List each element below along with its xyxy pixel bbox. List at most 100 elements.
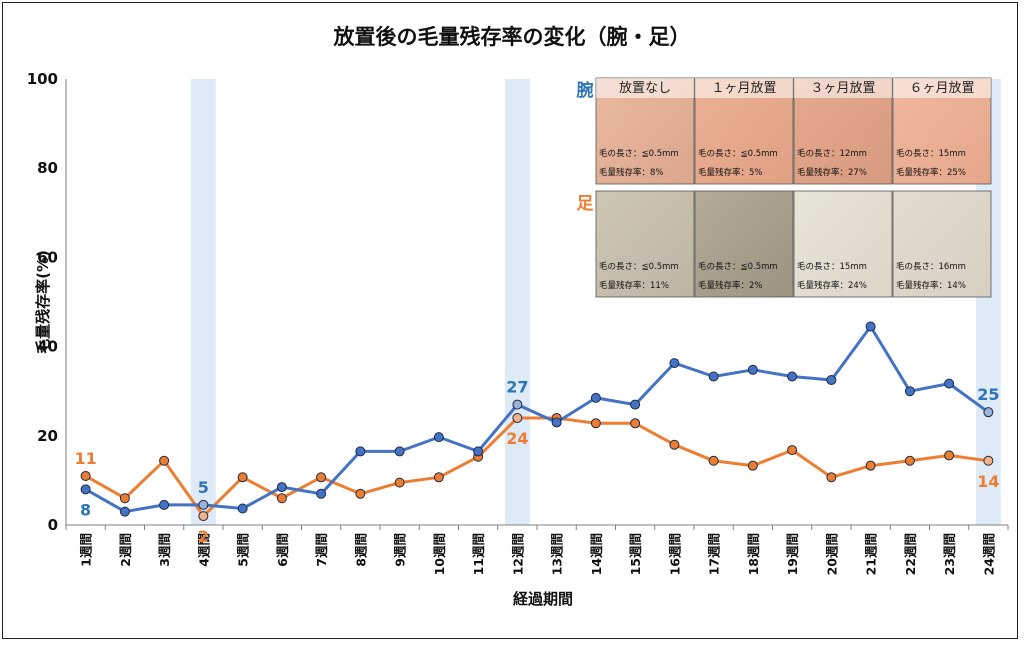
photo-hair-length: 毛の長さ：≦0.5mm	[599, 148, 679, 159]
x-tick-label: 4週間	[196, 533, 211, 567]
x-tick-label: 2週間	[118, 533, 133, 567]
x-tick-label: 3週間	[157, 533, 172, 567]
x-tick-label: 18週間	[746, 533, 761, 575]
arm-point	[865, 321, 876, 332]
y-axis-ticks: 0 20 40 60 80 100	[27, 70, 58, 534]
arm-point	[983, 407, 994, 418]
leg-point	[630, 418, 641, 429]
x-tick-label: 8週間	[353, 533, 368, 567]
photo-hair-rate: 毛量残存率：11%	[599, 280, 669, 291]
arm-data-label: 8	[80, 500, 91, 519]
leg-point	[198, 511, 209, 522]
leg-point	[355, 488, 366, 499]
x-tick-label: 15週間	[628, 533, 643, 575]
leg-series-line	[84, 416, 989, 518]
series-lines	[84, 325, 990, 518]
leg-point	[433, 472, 444, 483]
leg-point	[512, 412, 523, 423]
photo-column-title: ３ヶ月放置	[810, 81, 875, 96]
arm-point	[512, 399, 523, 410]
photo-hair-length: 毛の長さ：≦0.5mm	[599, 261, 679, 272]
photo-hair-length: 毛の長さ：15mm	[797, 261, 867, 272]
x-tick-label: 22週間	[903, 533, 918, 575]
photo-title-band	[695, 78, 793, 98]
leg-point	[983, 455, 994, 466]
arm-point	[394, 446, 405, 457]
leg-point	[904, 455, 915, 466]
skin-photo	[595, 190, 695, 298]
x-tick-label: 17週間	[707, 533, 722, 575]
x-tick-label: 7週間	[314, 533, 329, 567]
skin-photo	[793, 190, 893, 298]
leg-point	[159, 455, 170, 466]
arm-data-label: 27	[506, 378, 528, 397]
arm-point	[551, 417, 562, 428]
x-tick-label: 10週間	[432, 533, 447, 575]
photo-hair-length: 毛の長さ：15mm	[896, 148, 966, 159]
x-tick-label: 11週間	[471, 533, 486, 575]
x-axis-ticks: 1週間 2週間 3週間 4週間 5週間 6週間 7週間 8週間 9週間 10週間 11週間 12週間 1…	[79, 533, 997, 575]
chart-frame	[2, 2, 1018, 639]
photo-column-title: 放置なし	[619, 81, 671, 96]
x-tick-label: 6週間	[275, 533, 290, 567]
y-tick-label: 20	[37, 427, 58, 445]
chart-title: 放置後の毛量残存率の変化（腕・足）	[333, 25, 691, 49]
photo-row-label: 腕	[577, 80, 594, 101]
x-axis-label: 経過期間	[513, 590, 573, 608]
skin-photo	[694, 190, 794, 298]
arm-point	[787, 371, 798, 382]
photo-hair-rate: 毛量残存率：2%	[698, 280, 763, 291]
leg-point	[394, 477, 405, 488]
leg-point	[826, 472, 837, 483]
photo-hair-length: 毛の長さ：≦0.5mm	[698, 148, 778, 159]
photo-hair-rate: 毛量残存率：5%	[698, 167, 763, 178]
arm-point	[630, 399, 641, 410]
x-tick-label: 9週間	[393, 533, 408, 567]
x-tick-label: 13週間	[550, 533, 565, 575]
leg-point	[237, 472, 248, 483]
x-tick-label: 19週間	[785, 533, 800, 575]
leg-point	[747, 460, 758, 471]
leg-point	[787, 445, 798, 456]
photo-title-band	[596, 78, 694, 98]
arm-point	[159, 499, 170, 510]
data-labels: 8 11 5 2 27 24 25 14	[74, 378, 999, 547]
arm-point	[355, 446, 366, 457]
leg-point	[708, 455, 719, 466]
arm-point	[237, 503, 248, 514]
leg-data-label: 2	[198, 527, 209, 546]
photo-row-label: 足	[577, 194, 594, 214]
photo-hair-length: 毛の長さ：≦0.5mm	[698, 261, 778, 272]
photo-column-title: ６ヶ月放置	[909, 81, 974, 96]
arm-point	[669, 358, 680, 369]
highlight-band	[504, 79, 530, 525]
arm-point	[433, 432, 444, 443]
photo-hair-rate: 毛量残存率：8%	[599, 167, 664, 178]
arm-point	[276, 482, 287, 493]
arm-point	[198, 499, 209, 510]
arm-point	[708, 371, 719, 382]
arm-point	[80, 484, 91, 495]
leg-point	[944, 450, 955, 461]
arm-point	[316, 488, 327, 499]
x-tick-label: 21週間	[864, 533, 879, 575]
x-tick-label: 1週間	[79, 533, 94, 567]
photo-hair-rate: 毛量残存率：14%	[896, 280, 966, 291]
leg-point	[119, 493, 130, 504]
photo-hair-rate: 毛量残存率：24%	[797, 280, 867, 291]
x-tick-label: 14週間	[589, 533, 604, 575]
y-axis-label: 毛量残存率(%)	[34, 250, 52, 354]
arm-point	[473, 446, 484, 457]
leg-point	[669, 439, 680, 450]
x-tick-label: 24週間	[981, 533, 996, 575]
leg-data-label: 11	[74, 449, 96, 468]
arm-point	[747, 364, 758, 375]
photo-hair-length: 毛の長さ：16mm	[896, 261, 966, 272]
leg-point	[865, 460, 876, 471]
arm-data-label: 5	[198, 478, 209, 497]
x-tick-label: 20週間	[824, 533, 839, 575]
arm-point	[826, 375, 837, 386]
y-tick-label: 100	[27, 70, 58, 88]
